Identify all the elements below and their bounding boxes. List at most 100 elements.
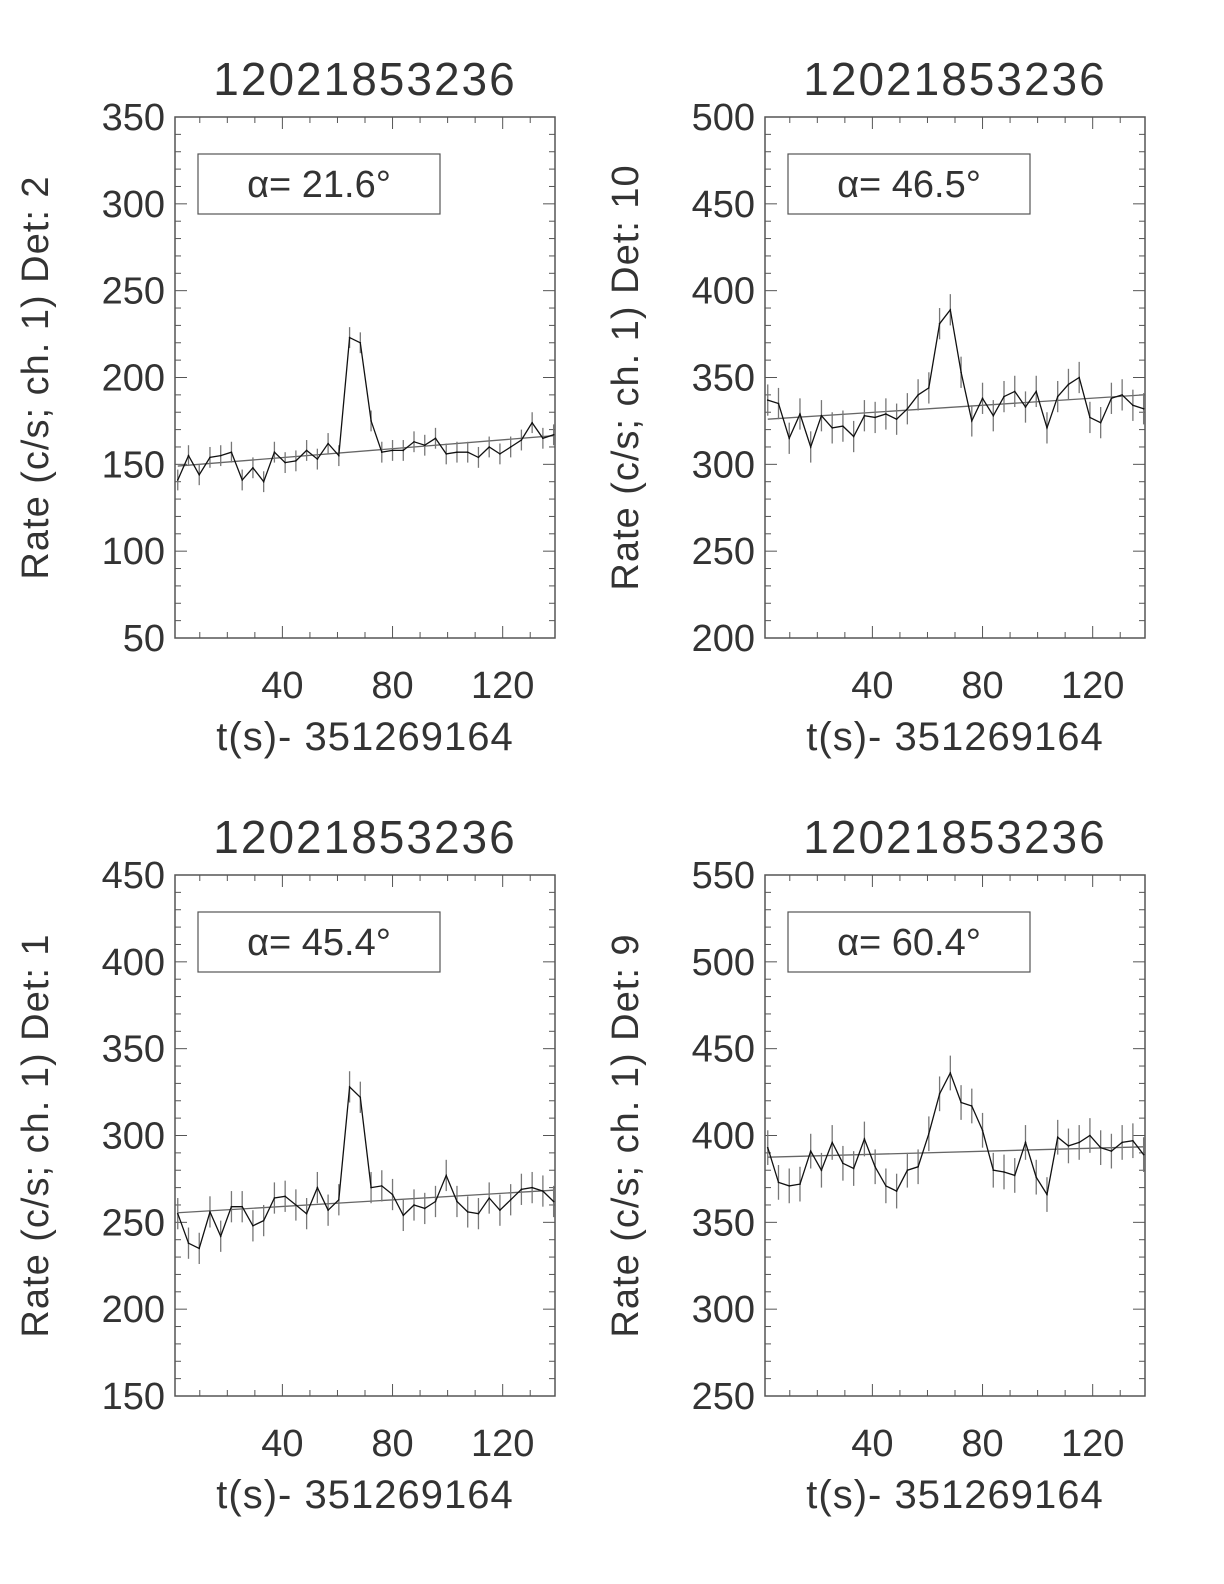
data-point	[1110, 397, 1113, 400]
data-point	[842, 425, 844, 427]
data-point	[885, 413, 887, 415]
data-point	[284, 1195, 286, 1198]
data-point	[928, 387, 930, 389]
y-tick-label: 300	[692, 444, 755, 486]
data-point	[413, 440, 415, 443]
data-point	[1110, 1150, 1113, 1152]
data-point	[1035, 390, 1038, 393]
angle-annotation: α= 21.6°	[247, 164, 391, 206]
panel-3: 150 200 250 300 350 400 450 40 80 120 12021853236 t…	[15, 811, 556, 1517]
y-tick-label: 200	[692, 618, 755, 660]
data-point	[456, 451, 458, 453]
data-point	[176, 1212, 179, 1215]
data-point	[262, 480, 265, 483]
y-tick-label: 300	[102, 1116, 165, 1158]
data-point	[938, 1093, 941, 1095]
data-point	[1046, 427, 1048, 429]
data-point	[327, 442, 329, 445]
data-point	[960, 1101, 962, 1104]
data-point	[906, 1169, 909, 1172]
data-point	[970, 420, 973, 422]
data-point	[820, 1169, 823, 1172]
data-point	[777, 1181, 780, 1184]
data-point	[1056, 1136, 1059, 1139]
data-point	[198, 473, 201, 476]
x-axis-label: t(s)- 351269164	[216, 715, 513, 759]
data-point	[284, 461, 286, 464]
data-point	[359, 341, 362, 344]
data-point	[852, 1167, 855, 1170]
y-axis-label: Rate (c/s; ch. 1) Det: 9	[605, 933, 647, 1337]
fit-line	[767, 1146, 1144, 1158]
data-point	[499, 453, 501, 455]
data-point	[402, 449, 405, 452]
data-point	[219, 1235, 222, 1238]
data-point	[488, 446, 490, 448]
data-point	[1013, 1174, 1016, 1177]
data-point	[499, 1209, 501, 1211]
data-point	[456, 1200, 458, 1203]
data-point	[1121, 394, 1123, 396]
fit-line	[177, 1189, 554, 1214]
data-point	[1132, 1139, 1134, 1142]
data-point	[305, 1212, 308, 1215]
data-point	[1024, 1141, 1027, 1144]
y-tick-label: 100	[102, 531, 165, 573]
data-point	[809, 446, 812, 448]
data-point	[209, 1211, 211, 1213]
x-tick-label: 40	[851, 1423, 893, 1465]
data-point	[981, 1129, 984, 1132]
data-point	[1067, 1145, 1070, 1147]
data-point	[520, 1188, 523, 1191]
data-point	[831, 1141, 833, 1144]
x-axis-label: t(s)- 351269164	[806, 1473, 1103, 1517]
data-point	[241, 479, 243, 481]
data-point	[1099, 421, 1102, 424]
x-tick-label: 40	[261, 1423, 303, 1465]
data-point	[1078, 376, 1080, 379]
data-point	[423, 444, 426, 447]
y-tick-label: 450	[102, 855, 165, 897]
data-point	[295, 460, 297, 462]
data-point	[928, 1132, 930, 1135]
data-point	[885, 1185, 887, 1187]
data-point	[423, 1207, 426, 1210]
panel-title: 12021853236	[803, 53, 1106, 105]
data-point	[1142, 1153, 1145, 1156]
data-point	[1013, 390, 1016, 393]
y-tick-label: 500	[692, 97, 755, 139]
data-point	[176, 479, 179, 481]
y-tick-label: 350	[692, 1202, 755, 1244]
data-point	[863, 414, 866, 417]
data-point	[466, 451, 469, 453]
data-point	[1046, 1193, 1048, 1196]
data-point	[252, 467, 254, 469]
data-point	[219, 454, 222, 457]
data-point	[230, 1205, 233, 1208]
y-tick-label: 250	[692, 531, 755, 573]
panel-4: 250 300 350 400 450 500 550 40 80 120 12021853236 t…	[605, 811, 1146, 1517]
y-axis-label: Rate (c/s; ch. 1) Det: 1	[15, 933, 57, 1337]
data-point	[938, 322, 941, 325]
y-tick-label: 300	[692, 1289, 755, 1331]
data-point	[391, 449, 394, 452]
data-point	[520, 439, 523, 441]
data-point	[1099, 1146, 1102, 1149]
annotation-box	[197, 153, 441, 215]
data-point	[981, 397, 984, 400]
data-point	[445, 1174, 448, 1177]
data-point	[295, 1204, 297, 1206]
data-point	[992, 1169, 995, 1172]
y-tick-label: 50	[123, 618, 165, 660]
data-point	[949, 308, 952, 311]
y-tick-label: 400	[102, 942, 165, 984]
data-point	[831, 427, 833, 429]
data-point	[477, 456, 480, 459]
data-point	[348, 1086, 351, 1088]
data-point	[209, 456, 211, 459]
annotation-box	[197, 911, 441, 973]
y-axis-label: Rate (c/s; ch. 1) Det: 2	[15, 175, 57, 579]
panel-1: 50 100 150 200 250 300 350 40 80 120 12021853236 t(…	[15, 53, 556, 759]
data-point	[552, 434, 555, 436]
